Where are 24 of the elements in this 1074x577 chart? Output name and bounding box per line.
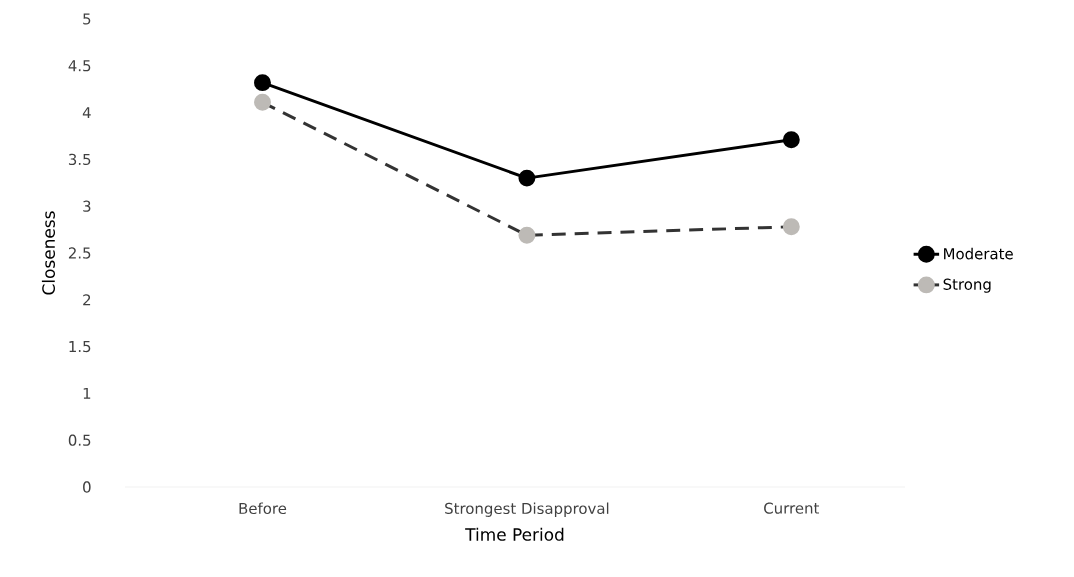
y-tick-label: 0 — [83, 481, 91, 493]
legend-label: Moderate — [944, 247, 1013, 260]
y-tick-label: 2 — [83, 294, 91, 306]
x-tick-label: Strongest Disapproval — [445, 502, 609, 517]
y-tick-label: 3 — [83, 200, 91, 212]
y-tick-label: 5 — [83, 13, 91, 25]
y-tick-label: 1 — [83, 387, 91, 399]
point — [254, 93, 271, 111]
x-tick-label: Current — [764, 502, 820, 514]
x-tick-label: Before — [239, 502, 287, 515]
point — [254, 74, 271, 92]
y-tick-label: 0.5 — [68, 434, 91, 446]
x-axis-title: Time Period — [465, 527, 564, 541]
legend-label: Strong — [943, 278, 991, 293]
y-tick-label: 2.5 — [68, 247, 91, 259]
y-tick-label: 4.5 — [68, 60, 91, 72]
point — [518, 226, 536, 244]
y-tick-label: 3.5 — [68, 153, 91, 166]
point — [782, 218, 800, 236]
point — [782, 131, 800, 149]
y-axis-title: Closeness — [41, 211, 55, 295]
y-tick-label: 1.5 — [69, 341, 91, 353]
point — [518, 169, 536, 187]
y-tick-label: 4 — [82, 107, 91, 119]
